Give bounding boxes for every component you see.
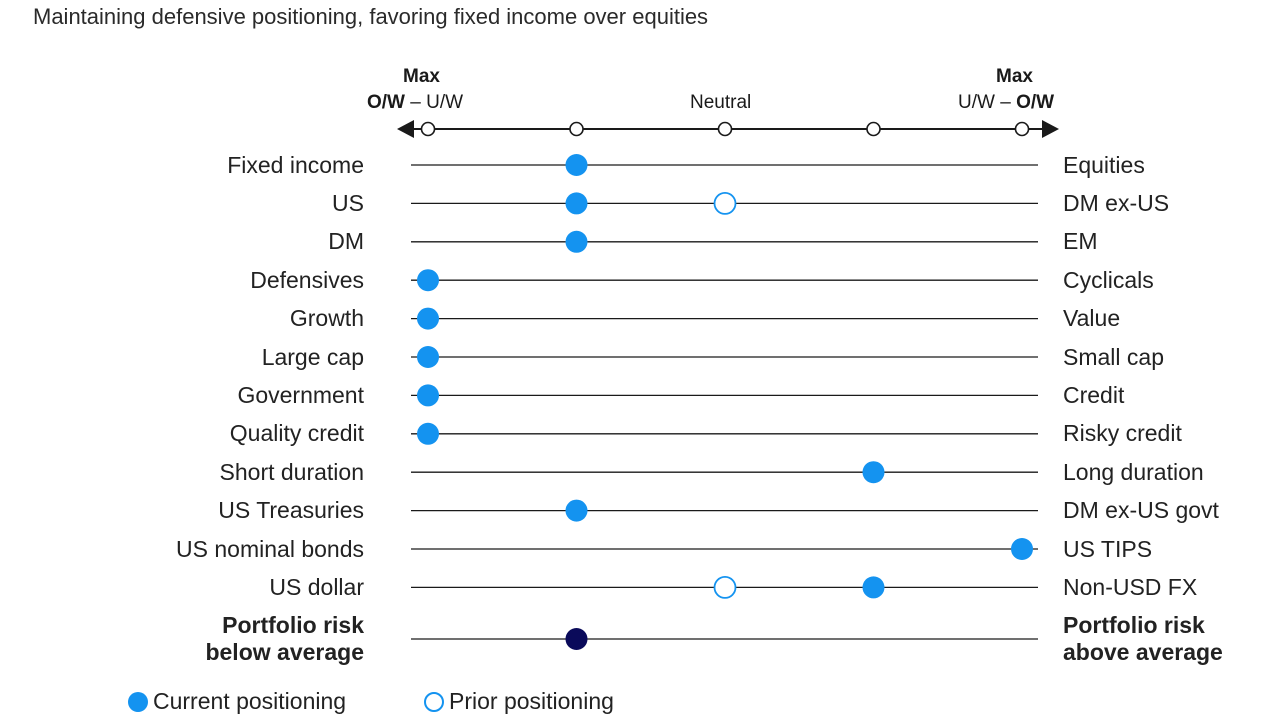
- row-label-left-7: Quality credit: [229, 420, 364, 447]
- current-marker-1: [565, 192, 588, 215]
- scale-tick-1: [569, 121, 584, 137]
- legend-prior-label: Prior positioning: [449, 688, 614, 714]
- current-marker-3: [417, 269, 439, 292]
- current-marker-9: [565, 499, 588, 522]
- scale-tick-4: [1014, 121, 1030, 137]
- prior-dot-icon: [424, 691, 444, 712]
- row-label-left-0: Fixed income: [227, 151, 364, 178]
- row-label-right-9: DM ex-US govt: [1063, 497, 1219, 524]
- row-label-right-10: US TIPS: [1063, 535, 1153, 562]
- current-dot-icon: [128, 691, 148, 712]
- row-label-right-12: Portfolio risk above average: [1063, 612, 1223, 665]
- scale-ow-right: O/W: [1016, 92, 1055, 113]
- prior-marker-1: [713, 191, 737, 215]
- row-label-left-10: US nominal bonds: [176, 535, 364, 562]
- current-marker-11: [862, 576, 885, 599]
- current-marker-4: [417, 307, 439, 330]
- row-label-right-7: Risky credit: [1063, 420, 1182, 447]
- current-marker-6: [417, 384, 439, 407]
- scale-max-right: Max: [996, 66, 1033, 87]
- row-label-right-3: Cyclicals: [1063, 266, 1154, 293]
- scale-max-left: Max: [403, 66, 440, 87]
- row-label-right-5: Small cap: [1063, 343, 1164, 370]
- scale-arrow-left-icon: [397, 120, 414, 138]
- scale-neutral-label: Neutral: [690, 92, 752, 113]
- row-label-left-6: Government: [237, 381, 364, 408]
- row-label-left-1: US: [332, 189, 364, 216]
- current-marker-2: [565, 230, 588, 253]
- row-label-left-12: Portfolio risk below average: [205, 612, 364, 665]
- scale-tick-3: [866, 121, 881, 137]
- row-label-left-4: Growth: [289, 305, 364, 332]
- legend-prior: Prior positioning: [424, 688, 614, 715]
- row-label-right-6: Credit: [1063, 381, 1125, 408]
- row-label-right-4: Value: [1063, 305, 1121, 332]
- scale-tick-0: [420, 121, 436, 137]
- scale-uw-left: – U/W: [405, 92, 464, 113]
- prior-marker-11: [713, 576, 737, 599]
- row-label-left-8: Short duration: [219, 458, 364, 485]
- chart-title: Maintaining defensive positioning, favor…: [33, 4, 709, 29]
- legend-current-label: Current positioning: [153, 688, 347, 714]
- row-label-right-1: DM ex-US: [1063, 189, 1170, 216]
- current-marker-5: [417, 346, 439, 368]
- current-marker-7: [417, 422, 439, 445]
- row-label-right-2: EM: [1063, 228, 1098, 255]
- current-marker-12: [565, 628, 588, 650]
- current-marker-10: [1011, 538, 1033, 560]
- row-label-right-8: Long duration: [1063, 458, 1204, 485]
- row-label-left-2: DM: [328, 228, 364, 255]
- current-marker-0: [565, 154, 588, 176]
- row-label-left-3: Defensives: [250, 266, 364, 293]
- row-label-left-5: Large cap: [261, 343, 364, 370]
- scale-tick-2: [717, 121, 733, 137]
- legend-current: Current positioning: [128, 688, 346, 715]
- row-label-right-0: Equities: [1063, 151, 1145, 178]
- row-label-left-11: US dollar: [269, 573, 364, 600]
- scale-uw-right: U/W –: [958, 92, 1017, 113]
- row-label-left-9: US Treasuries: [218, 497, 364, 524]
- current-marker-8: [862, 461, 885, 484]
- row-label-right-11: Non-USD FX: [1063, 573, 1198, 600]
- scale-arrow-right-icon: [1042, 120, 1059, 138]
- scale-ow-left: O/W: [367, 92, 405, 113]
